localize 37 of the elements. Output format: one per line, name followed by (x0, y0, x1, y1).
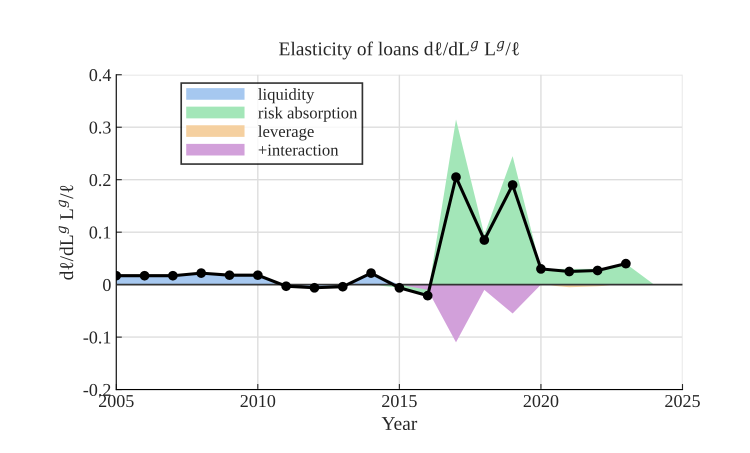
x-tick-label: 2005 (98, 394, 134, 408)
y-tick-label: 0.4 (90, 69, 112, 82)
point (366, 268, 376, 278)
legend-label: liquidity (258, 88, 314, 104)
legend-label: risk absorption (258, 106, 358, 122)
chart-title: Elasticity of loans dℓ/dL$^{g}$ L$^{g}$/ℓ (279, 40, 519, 60)
point (252, 270, 263, 280)
legend-label: leverage (258, 125, 314, 140)
point (196, 268, 206, 278)
point (310, 282, 320, 293)
point (536, 264, 546, 274)
point (564, 266, 574, 276)
x-tick-label: 2020 (524, 394, 558, 408)
x-tick-label: 2010 (240, 394, 276, 408)
y-tick-label: 0 (103, 278, 111, 292)
y-tick-label: 0.2 (90, 174, 110, 186)
y-tick-label: 0.3 (90, 121, 111, 134)
y-tick-label: -0.2 (83, 384, 110, 396)
point (451, 172, 461, 182)
point (422, 290, 433, 301)
point (592, 266, 602, 276)
y-tick-label: 0.1 (90, 226, 110, 239)
x-tick-label: 2025 (665, 394, 700, 408)
y-tick-label: -0.1 (83, 331, 110, 344)
point (508, 180, 518, 190)
point (338, 282, 348, 292)
legend-label: +interaction (258, 144, 338, 156)
point (281, 281, 291, 292)
x-tick-label: 2015 (382, 394, 417, 408)
point (479, 235, 490, 245)
point (394, 282, 404, 293)
y-axis-title: dℓ/dL$^{g}$ L$^{g}$/ℓ (58, 185, 74, 280)
point (168, 270, 178, 281)
point (621, 258, 631, 269)
point (224, 270, 234, 280)
x-axis-title: Year (382, 417, 418, 430)
point (140, 270, 150, 281)
